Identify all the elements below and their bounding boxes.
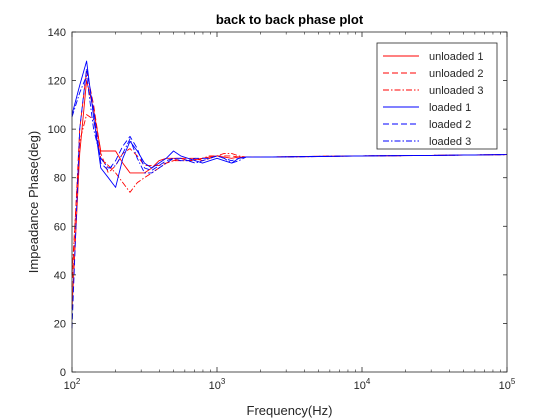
series-line-3: [71, 114, 508, 275]
legend-label-4: loaded 1: [429, 102, 471, 114]
x-tick-label: 105: [499, 377, 516, 392]
y-tick-label: 100: [48, 124, 66, 136]
legend-label-3: unloaded 3: [429, 85, 483, 97]
y-tick-label: 20: [54, 318, 66, 330]
legend-box: [376, 42, 498, 150]
legend-label-1: unloaded 1: [429, 51, 483, 63]
x-tick-label: 104: [354, 377, 371, 392]
plot-frame: [71, 31, 508, 373]
y-tick-label: 120: [48, 76, 66, 88]
chart-title: back to back phase plot: [216, 12, 364, 27]
series-layer: [71, 60, 508, 329]
y-tick-label: 60: [54, 221, 66, 233]
x-axis-ticks: 102 103 104 105: [64, 32, 516, 392]
y-axis-ticks: 0 20 40 60 80 100 120 140: [48, 27, 507, 379]
series-line-5: [71, 67, 508, 329]
legend-label-5: loaded 2: [429, 119, 471, 131]
x-axis-label: Frequency(Hz): [247, 403, 333, 418]
y-axis-label: Impeadance Phase(deg): [26, 131, 41, 273]
x-tick-label: 102: [64, 377, 81, 392]
y-tick-label: 140: [48, 27, 66, 39]
legend-label-2: unloaded 2: [429, 68, 483, 80]
x-tick-label: 103: [209, 377, 226, 392]
legend: unloaded 1 unloaded 2 unloaded 3 loaded 1 lo…: [376, 42, 498, 150]
legend-label-6: loaded 3: [429, 136, 471, 148]
y-tick-label: 0: [60, 367, 66, 379]
y-tick-label: 40: [54, 270, 66, 282]
y-tick-label: 80: [54, 173, 66, 185]
